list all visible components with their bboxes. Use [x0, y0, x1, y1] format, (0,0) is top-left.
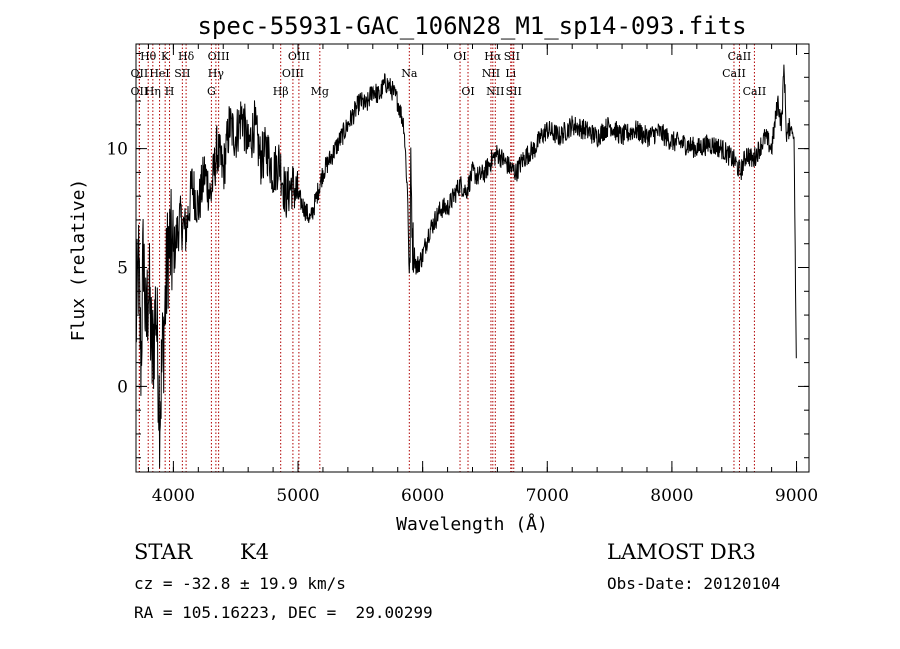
line-label-19: Hα — [484, 50, 502, 63]
line-label-27: CaII — [743, 85, 767, 98]
line-label-4: Hη — [145, 85, 161, 98]
observation-date: Obs-Date: 20120104 — [607, 574, 781, 593]
sky-coordinates: RA = 105.16223, DEC = 29.00299 — [134, 603, 433, 622]
line-label-25: CaII — [728, 50, 752, 63]
line-label-20: NII — [482, 67, 500, 80]
line-label-14: Hβ — [273, 85, 289, 98]
line-label-2: OII — [131, 85, 149, 98]
line-label-23: Li — [505, 67, 516, 80]
line-label-12: OIII — [288, 50, 310, 63]
spectral-class: STAR — [134, 540, 193, 564]
y-axis-label: Flux (relative) — [68, 179, 89, 342]
line-label-10: Hγ — [208, 67, 225, 80]
line-label-16: Na — [401, 67, 418, 80]
line-label-7: SII — [174, 67, 190, 80]
spectrum-line — [135, 64, 797, 468]
x-tick-label: 7000 — [526, 486, 569, 506]
line-label-11: G — [207, 85, 216, 98]
line-label-21: NII — [486, 85, 504, 98]
spectral-subclass: K4 — [240, 540, 270, 564]
survey-name: LAMOST DR3 — [607, 540, 756, 564]
line-label-15: Mg — [311, 85, 329, 98]
line-label-6: H — [165, 85, 175, 98]
line-label-22: SII — [504, 50, 520, 63]
x-tick-label: 4000 — [152, 486, 195, 506]
y-tick-label: 5 — [117, 259, 128, 279]
line-label-0: Hθ — [140, 50, 157, 63]
x-tick-label: 9000 — [775, 486, 818, 506]
x-axis-label: Wavelength (Å) — [396, 513, 548, 535]
y-tick-label: 0 — [117, 377, 128, 397]
line-label-8: Hδ — [178, 50, 195, 63]
y-tick-label: 10 — [106, 140, 128, 160]
x-tick-label: 5000 — [276, 486, 319, 506]
line-label-9: OIII — [208, 50, 230, 63]
x-tick-label: 8000 — [650, 486, 693, 506]
line-label-24: SII — [506, 85, 522, 98]
chart-title: spec-55931-GAC_106N28_M1_sp14-093.fits — [197, 12, 746, 40]
line-label-17: OI — [453, 50, 466, 63]
redshift-velocity: cz = -32.8 ± 19.9 km/s — [134, 574, 346, 593]
x-tick-label: 6000 — [401, 486, 444, 506]
line-label-18: OI — [461, 85, 474, 98]
line-label-5: K — [161, 50, 170, 63]
line-label-26: CaII — [722, 67, 746, 80]
line-label-13: OIII — [282, 67, 304, 80]
